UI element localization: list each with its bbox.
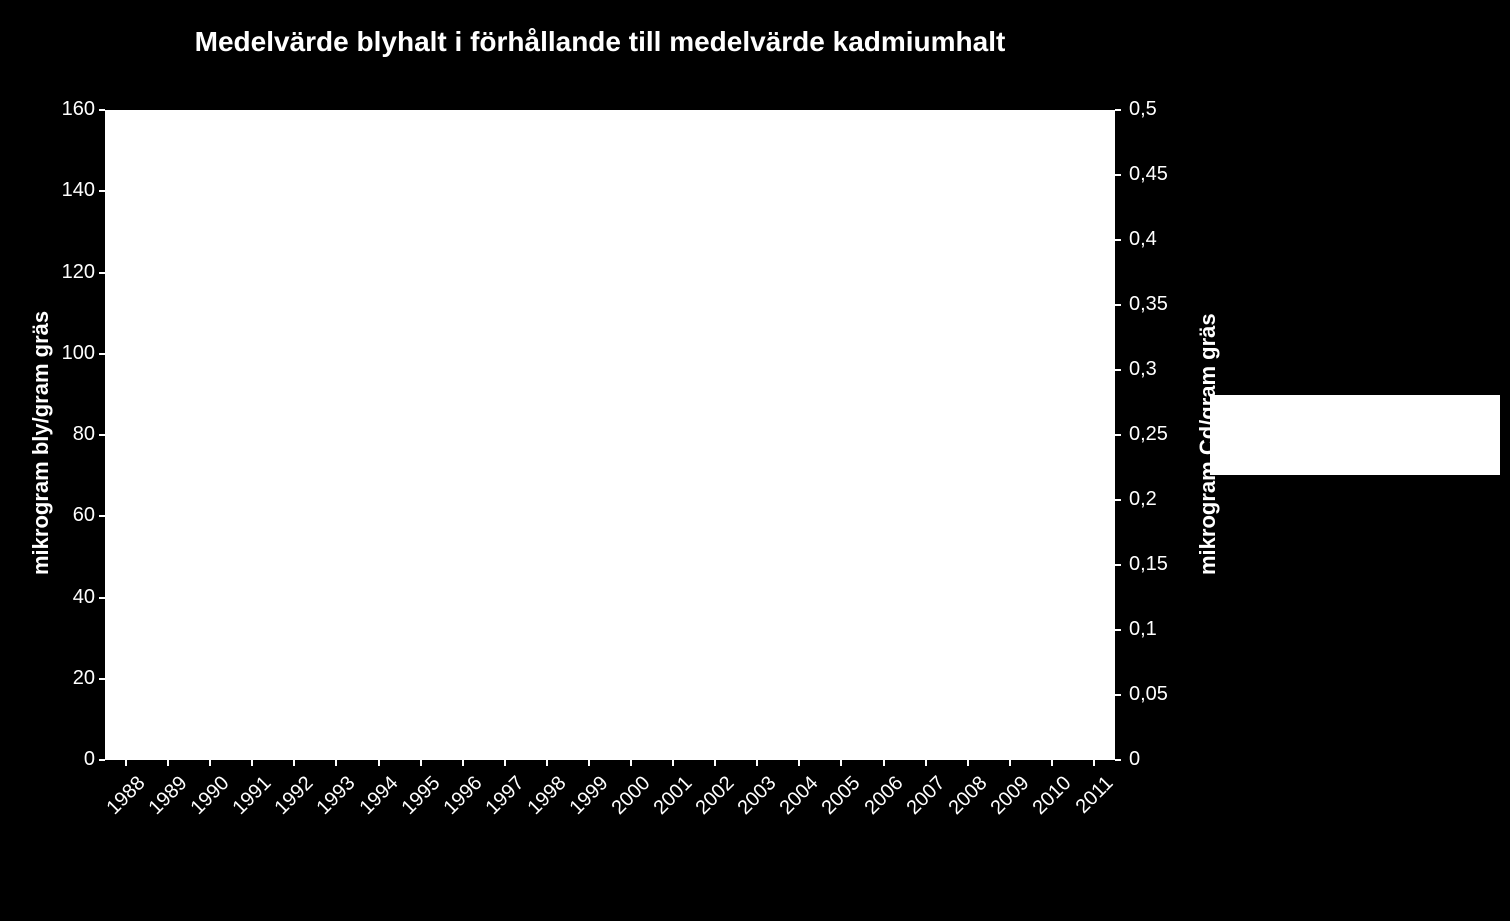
x-tick-mark <box>1009 760 1011 766</box>
y-left-tick-label: 160 <box>45 98 95 121</box>
y-right-tick-mark <box>1115 304 1121 306</box>
x-tick-mark <box>714 760 716 766</box>
y-left-tick-mark <box>99 353 105 355</box>
x-tick-mark <box>293 760 295 766</box>
y-right-tick-label: 0,4 <box>1129 228 1157 251</box>
y-right-tick-mark <box>1115 174 1121 176</box>
x-tick-mark <box>756 760 758 766</box>
x-tick-mark <box>546 760 548 766</box>
y-right-tick-label: 0,1 <box>1129 618 1157 641</box>
plot-area <box>105 110 1115 760</box>
y-left-tick-mark <box>99 190 105 192</box>
y-left-tick-label: 20 <box>45 667 95 690</box>
x-tick-mark <box>251 760 253 766</box>
legend-box <box>1210 395 1500 475</box>
y-right-tick-label: 0,2 <box>1129 488 1157 511</box>
x-tick-mark <box>462 760 464 766</box>
x-tick-mark <box>588 760 590 766</box>
y-right-tick-label: 0,25 <box>1129 423 1168 446</box>
x-tick-mark <box>925 760 927 766</box>
y-right-tick-mark <box>1115 564 1121 566</box>
y-right-tick-mark <box>1115 499 1121 501</box>
y-left-tick-mark <box>99 272 105 274</box>
y-left-tick-label: 40 <box>45 586 95 609</box>
x-tick-mark <box>798 760 800 766</box>
y-left-tick-mark <box>99 678 105 680</box>
x-tick-mark <box>125 760 127 766</box>
y-left-tick-label: 140 <box>45 179 95 202</box>
x-tick-mark <box>335 760 337 766</box>
y-left-tick-mark <box>99 597 105 599</box>
y-right-tick-label: 0,45 <box>1129 163 1168 186</box>
x-tick-mark <box>1051 760 1053 766</box>
y-right-tick-mark <box>1115 369 1121 371</box>
y-right-tick-mark <box>1115 629 1121 631</box>
y-left-tick-mark <box>99 109 105 111</box>
y-right-tick-label: 0,5 <box>1129 98 1157 121</box>
y-left-tick-label: 60 <box>45 504 95 527</box>
y-right-tick-mark <box>1115 239 1121 241</box>
x-tick-mark <box>1093 760 1095 766</box>
x-tick-mark <box>967 760 969 766</box>
y-right-tick-label: 0,3 <box>1129 358 1157 381</box>
chart-title: Medelvärde blyhalt i förhållande till me… <box>0 26 1200 58</box>
x-tick-mark <box>420 760 422 766</box>
y-right-tick-mark <box>1115 434 1121 436</box>
y-right-tick-mark <box>1115 759 1121 761</box>
y-left-tick-label: 100 <box>45 342 95 365</box>
x-tick-mark <box>883 760 885 766</box>
y-left-tick-label: 0 <box>45 748 95 771</box>
y-right-tick-mark <box>1115 694 1121 696</box>
y-left-tick-mark <box>99 434 105 436</box>
y-left-tick-mark <box>99 759 105 761</box>
y-right-tick-mark <box>1115 109 1121 111</box>
y-right-tick-label: 0,05 <box>1129 683 1168 706</box>
x-tick-mark <box>630 760 632 766</box>
x-tick-mark <box>209 760 211 766</box>
x-tick-mark <box>378 760 380 766</box>
y-right-tick-label: 0,15 <box>1129 553 1168 576</box>
y-left-tick-label: 120 <box>45 261 95 284</box>
y-left-tick-mark <box>99 515 105 517</box>
y-right-tick-label: 0,35 <box>1129 293 1168 316</box>
x-tick-mark <box>840 760 842 766</box>
x-tick-mark <box>504 760 506 766</box>
x-tick-mark <box>672 760 674 766</box>
y-right-tick-label: 0 <box>1129 748 1140 771</box>
y-left-tick-label: 80 <box>45 423 95 446</box>
x-tick-mark <box>167 760 169 766</box>
